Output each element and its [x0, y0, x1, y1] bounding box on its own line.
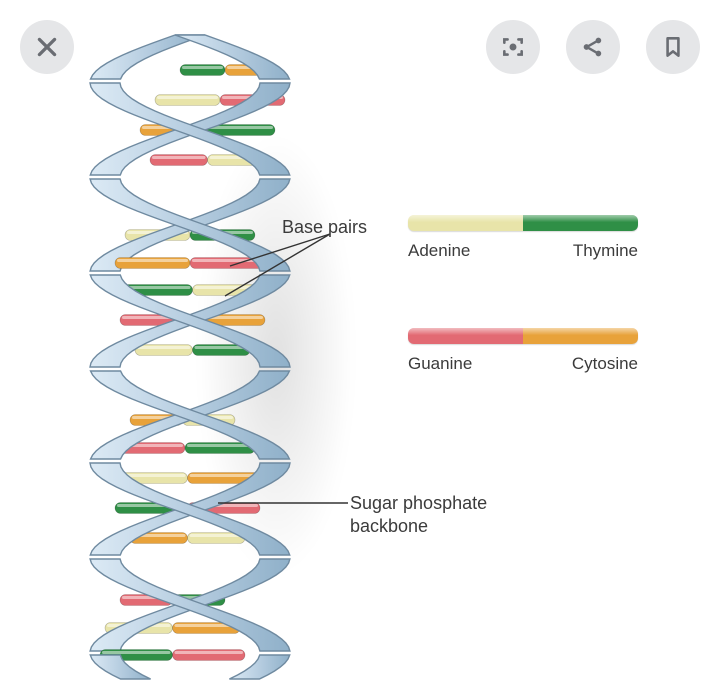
- legend-at-bar: [408, 215, 638, 231]
- legend-adenine-label: Adenine: [408, 241, 470, 261]
- label-base-pairs: Base pairs: [282, 216, 367, 239]
- label-backbone-line1: Sugar phosphate: [350, 493, 487, 513]
- legend-at: Adenine Thymine: [408, 215, 638, 261]
- legend-thymine-label: Thymine: [573, 241, 638, 261]
- legend-cytosine-half: [523, 328, 638, 344]
- legend-thymine-half: [523, 215, 638, 231]
- label-backbone-line2: backbone: [350, 516, 428, 536]
- legend-cytosine-label: Cytosine: [572, 354, 638, 374]
- legend-adenine-half: [408, 215, 523, 231]
- label-backbone: Sugar phosphate backbone: [350, 492, 487, 537]
- diagram-canvas: Base pairs Sugar phosphate backbone Aden…: [0, 0, 720, 685]
- legend-gc-bar: [408, 328, 638, 344]
- legend-gc: Guanine Cytosine: [408, 328, 638, 374]
- legend-guanine-label: Guanine: [408, 354, 472, 374]
- legend-guanine-half: [408, 328, 523, 344]
